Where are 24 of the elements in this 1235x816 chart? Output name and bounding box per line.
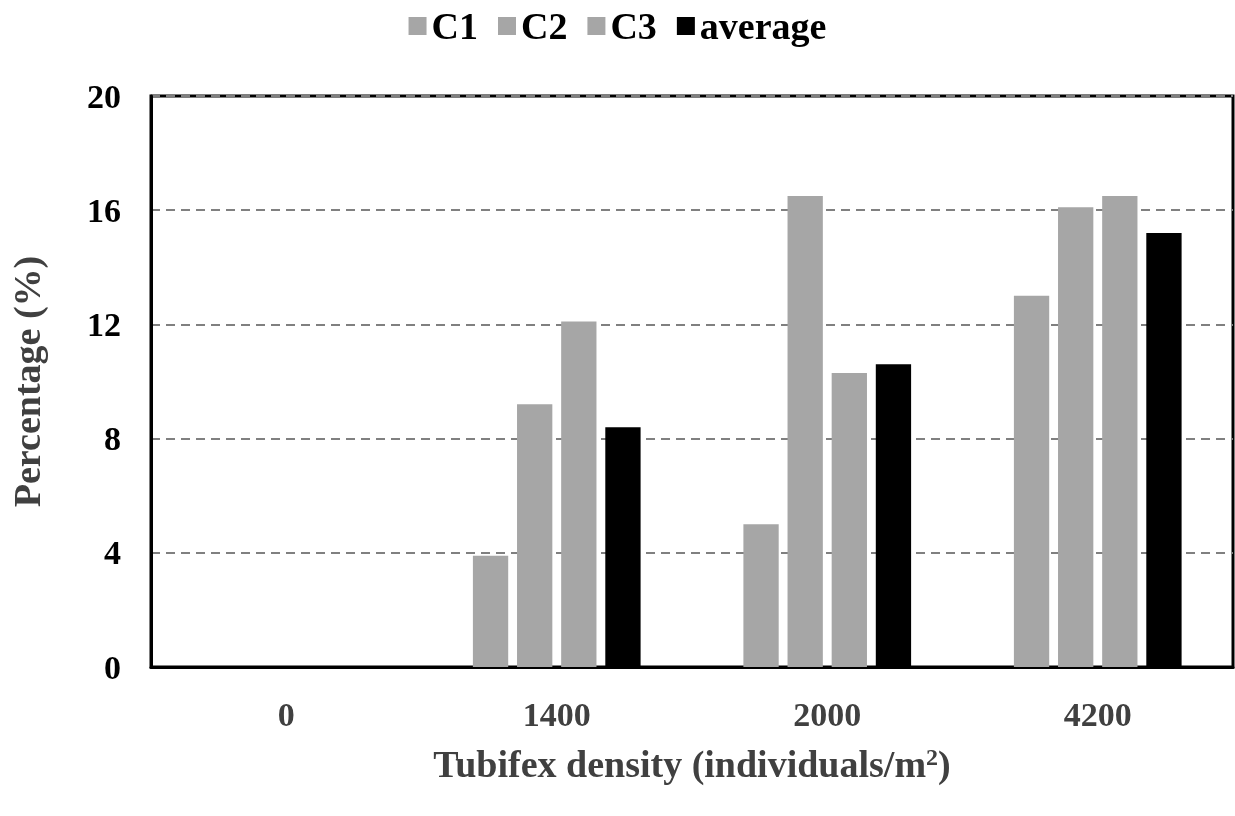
y-tick-label: 16: [87, 191, 121, 229]
legend-label: C2: [520, 5, 568, 47]
y-tick-label: 8: [104, 420, 121, 458]
x-tick-label: 4200: [1063, 695, 1132, 733]
x-tick-label: 0: [277, 695, 295, 733]
bar: [472, 555, 509, 667]
y-tick-label: 12: [87, 305, 121, 343]
y-tick-label: 20: [87, 77, 121, 115]
y-tick-label: 0: [104, 648, 121, 686]
legend-label: C3: [610, 5, 657, 47]
bar: [787, 195, 823, 667]
bar: [831, 372, 867, 667]
bar: [1058, 207, 1094, 667]
bar: [1102, 195, 1138, 667]
y-tick-label: 4: [104, 534, 121, 572]
bar: [517, 404, 553, 667]
bar: [1013, 295, 1050, 667]
bar: [743, 524, 779, 667]
legend-label: C1: [431, 5, 478, 47]
x-tick-label: 1400: [522, 695, 591, 733]
y-axis-title: Percentage (%): [6, 255, 49, 508]
legend-label: average: [699, 5, 827, 47]
bar: [561, 321, 597, 667]
x-tick-label: 2000: [793, 695, 862, 733]
